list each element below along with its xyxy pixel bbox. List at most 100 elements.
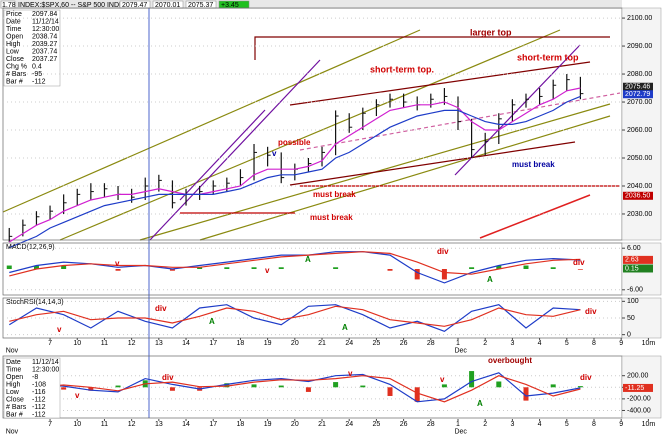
histogram-bar [550, 267, 556, 269]
annotation: v [440, 375, 445, 384]
info-label: High [6, 41, 21, 48]
y-tick-label: 50 [627, 315, 635, 322]
info-value: 2039.27 [32, 41, 57, 48]
trendline [289, 61, 591, 106]
x-tick-label: 3 [510, 340, 514, 347]
info-value: 12:30:00 [32, 26, 59, 33]
quote: +3.45 [221, 2, 239, 9]
histogram-bar [61, 265, 67, 269]
annotation: v [272, 149, 277, 158]
x-tick-label: 10m [642, 340, 656, 347]
price-tag-label: 2.63 [625, 257, 639, 264]
x-tick-label: 4 [538, 340, 542, 347]
x-tick-label: 24 [345, 421, 353, 428]
x-tick-label: 12 [128, 340, 136, 347]
x-tick-label: 12 [128, 421, 136, 428]
histogram-bar [224, 383, 230, 388]
info-label: Close [6, 56, 24, 63]
x-tick-label: 5 [565, 421, 569, 428]
month-label: Dec [454, 347, 467, 354]
histogram-bar [333, 267, 339, 269]
y-tick-label: 2040.00 [627, 183, 652, 190]
y-tick-label: 6.00 [627, 245, 641, 252]
info-label: # Bars [6, 71, 27, 78]
histogram-bar [333, 382, 339, 388]
series-line [9, 251, 581, 277]
info-value: -112 [32, 411, 46, 418]
info-label: Low [6, 48, 20, 55]
x-tick-label: 13 [155, 421, 163, 428]
trendline [59, 29, 561, 241]
x-tick-label: 19 [264, 421, 272, 428]
annotation: must break [512, 160, 555, 169]
price-tag [623, 264, 653, 273]
series-line [9, 95, 581, 249]
x-tick-label: 2 [483, 340, 487, 347]
y-tick-label: 100 [627, 298, 639, 305]
x-tick-label: 7 [48, 340, 52, 347]
price-tag [623, 82, 653, 91]
x-tick-label: 26 [400, 421, 408, 428]
trendline [289, 141, 576, 186]
x-tick-label: 28 [427, 340, 435, 347]
annotation: div [580, 373, 592, 382]
info-label: Open [6, 33, 23, 40]
trendline [2, 29, 421, 213]
info-label: # Bars [6, 404, 27, 411]
info-value: 2038.74 [32, 33, 57, 40]
histogram-bar [523, 387, 529, 401]
histogram-bar [441, 384, 447, 388]
annotation: A [487, 275, 493, 284]
histogram-bar [414, 387, 420, 402]
trendline [149, 59, 321, 241]
histogram-bar [523, 265, 529, 269]
x-tick-label: 1 [456, 421, 460, 428]
info-label: Date [6, 359, 21, 366]
annotation: v [57, 325, 62, 334]
x-tick-label: 9 [619, 340, 623, 347]
annotation: div [162, 373, 174, 382]
info-label: High [6, 381, 21, 388]
annotation: v [115, 259, 120, 268]
info-value: 12:30:00 [32, 366, 59, 373]
series-line [9, 305, 581, 327]
info-value: -112 [32, 78, 46, 85]
histogram-bar [169, 387, 175, 391]
price-tag [623, 90, 653, 99]
info-value: 2037.27 [32, 56, 57, 63]
y-tick-label: 2080.00 [627, 71, 652, 78]
x-tick-label: 14 [182, 421, 190, 428]
info-value: 11/12/14 [32, 359, 59, 366]
x-tick-label: 3 [510, 421, 514, 428]
annotation: A [342, 323, 348, 332]
panel-title: MACD(12,26,9) [6, 244, 55, 251]
y-tick-label: 0 [627, 332, 631, 339]
x-tick-label: 11 [101, 340, 108, 347]
info-value: 2097.84 [32, 11, 57, 18]
x-tick-label: 25 [373, 340, 381, 347]
x-tick-label: 25 [373, 421, 381, 428]
x-tick-label: 20 [291, 340, 299, 347]
y-tick-label: 2070.00 [627, 99, 652, 106]
annotation: short-term top [517, 52, 579, 62]
info-value: 0.4 [32, 63, 42, 70]
x-tick-label: 10m [642, 421, 656, 428]
x-tick-label: 20 [291, 421, 299, 428]
annotation: div [573, 258, 585, 267]
info-label: Price [6, 11, 22, 18]
info-value: -112 [32, 396, 46, 403]
x-tick-label: 18 [237, 340, 245, 347]
y-tick-label: 2030.00 [627, 211, 652, 218]
histogram-bar [577, 386, 583, 388]
series-line [8, 304, 581, 332]
info-value: -8 [32, 374, 38, 381]
histogram-bar [278, 267, 284, 269]
y-tick-label: 2090.00 [627, 43, 652, 50]
price-tag-label: 2036.50 [625, 193, 650, 200]
series-line [9, 375, 581, 403]
price-tag-label: 2072.79 [625, 91, 650, 98]
x-tick-label: 9 [619, 421, 623, 428]
info-value: 11/12/14 [32, 18, 59, 25]
quote: 2079.47 [122, 2, 147, 9]
info-label: Chg % [6, 63, 27, 70]
